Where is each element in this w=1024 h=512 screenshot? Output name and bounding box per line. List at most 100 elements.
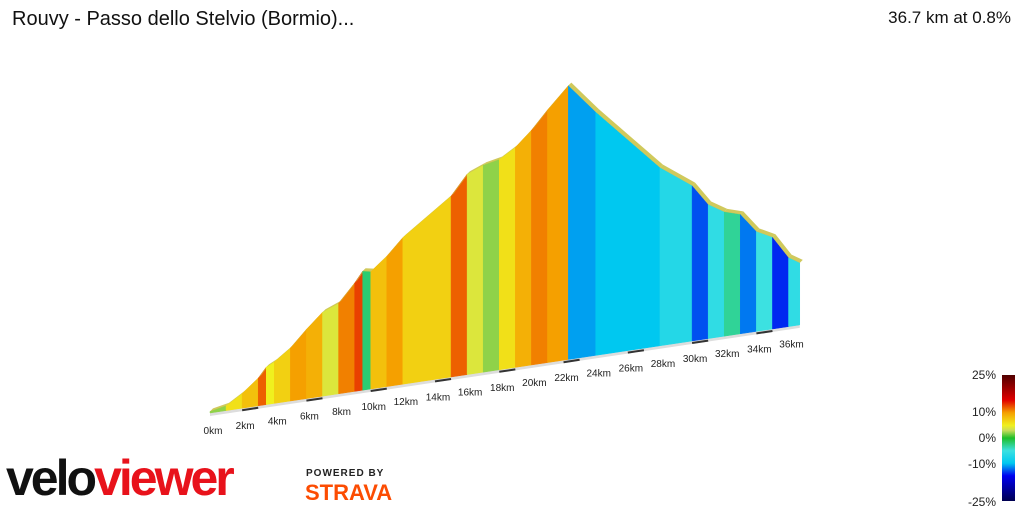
profile-segment bbox=[466, 164, 484, 375]
profile-segment bbox=[691, 184, 709, 342]
profile-top-edge bbox=[515, 127, 535, 148]
axis-dash bbox=[563, 358, 580, 364]
profile-segment bbox=[370, 255, 388, 390]
x-tick-label: 18km bbox=[490, 383, 514, 394]
x-tick-label: 4km bbox=[268, 416, 287, 427]
x-tick-label: 6km bbox=[300, 412, 319, 423]
profile-top-edge bbox=[531, 106, 551, 131]
powered-by-label: POWERED BY bbox=[306, 468, 385, 479]
logo-viewer: viewer bbox=[94, 450, 235, 506]
x-tick-label: 16km bbox=[458, 388, 482, 399]
profile-segment bbox=[659, 167, 693, 347]
profile-segment bbox=[386, 236, 404, 387]
axis-dash bbox=[306, 397, 323, 402]
x-tick-label: 24km bbox=[586, 368, 610, 379]
profile-segment bbox=[740, 213, 757, 335]
profile-top-edge bbox=[386, 234, 406, 257]
profile-segment bbox=[450, 173, 468, 378]
scale-label-min: -25% bbox=[967, 495, 996, 509]
profile-segment bbox=[707, 204, 725, 339]
profile-top-edge bbox=[306, 309, 326, 330]
axis-dash bbox=[499, 368, 516, 373]
profile-segment bbox=[225, 393, 243, 411]
profile-top-edge bbox=[226, 390, 246, 406]
gradient-color-scale bbox=[1002, 375, 1015, 501]
axis-dash bbox=[241, 406, 259, 412]
profile-segment bbox=[322, 302, 339, 397]
profile-segment bbox=[788, 257, 801, 327]
profile-top-edge bbox=[547, 82, 572, 110]
scale-label-10: 10% bbox=[971, 405, 996, 419]
profile-segment bbox=[547, 84, 569, 363]
strava-logo[interactable]: STRAVA bbox=[305, 480, 393, 505]
axis-dash bbox=[370, 387, 387, 392]
axis-dash bbox=[756, 330, 773, 335]
profile-top-edge bbox=[402, 193, 455, 238]
profile-top-edge bbox=[338, 280, 358, 304]
profile-segment bbox=[515, 129, 532, 368]
profile-segment bbox=[241, 377, 259, 409]
profile-segment bbox=[723, 211, 741, 337]
route-title: Rouvy - Passo dello Stelvio (Bormio)... bbox=[12, 8, 355, 30]
profile-top-edge bbox=[788, 254, 803, 263]
veloviewer-logo[interactable]: veloviewer bbox=[6, 448, 235, 508]
profile-top-edge bbox=[483, 156, 503, 166]
x-tick-label: 8km bbox=[332, 407, 351, 418]
x-tick-label: 30km bbox=[683, 354, 707, 365]
profile-top-edge bbox=[740, 211, 760, 232]
profile-top-edge bbox=[290, 326, 310, 349]
profile-segment bbox=[274, 347, 291, 404]
profile-top-edge bbox=[362, 268, 374, 272]
profile-top-edge bbox=[595, 109, 663, 168]
profile-segment bbox=[290, 328, 307, 402]
profile-segment bbox=[595, 111, 661, 356]
x-tick-label: 14km bbox=[426, 392, 450, 403]
profile-top-edge bbox=[708, 201, 728, 212]
profile-top-edge bbox=[659, 164, 696, 186]
profile-top-edge bbox=[370, 253, 390, 272]
x-tick-label: 2km bbox=[236, 421, 255, 432]
profile-top-edge bbox=[756, 228, 776, 238]
profile-top-edge bbox=[274, 345, 294, 362]
profile-top-edge bbox=[772, 234, 792, 258]
axis-dash bbox=[691, 339, 709, 344]
profile-top-edge bbox=[322, 300, 342, 313]
profile-segment bbox=[756, 231, 773, 332]
x-tick-label: 0km bbox=[204, 426, 223, 437]
profile-top-edge bbox=[242, 375, 262, 394]
profile-top-edge bbox=[499, 144, 519, 160]
axis-dash bbox=[627, 349, 645, 354]
profile-top-edge bbox=[467, 162, 487, 175]
profile-segment bbox=[482, 159, 500, 373]
x-tick-label: 22km bbox=[554, 373, 578, 384]
axis-dash bbox=[434, 378, 452, 383]
profile-segment bbox=[338, 282, 355, 395]
profile-top-edge bbox=[451, 171, 471, 197]
x-tick-label: 12km bbox=[394, 397, 418, 408]
profile-segment bbox=[499, 146, 516, 371]
scale-label-max: 25% bbox=[971, 368, 996, 382]
profile-segment bbox=[568, 85, 596, 360]
profile-top-edge bbox=[266, 358, 278, 368]
profile-top-edge bbox=[568, 82, 599, 113]
profile-segment bbox=[531, 109, 548, 366]
x-tick-label: 36km bbox=[779, 340, 803, 351]
route-summary: 36.7 km at 0.8% bbox=[888, 8, 1011, 27]
x-tick-label: 10km bbox=[361, 402, 385, 413]
profile-segment bbox=[354, 270, 363, 392]
x-tick-label: 20km bbox=[522, 378, 546, 389]
logo-velo: velo bbox=[6, 450, 97, 506]
profile-top-edge bbox=[724, 208, 744, 215]
profile-top-edge bbox=[210, 402, 230, 412]
profile-top-edge bbox=[692, 182, 712, 205]
scale-label-0: 0% bbox=[978, 431, 996, 445]
x-tick-label: 34km bbox=[747, 344, 771, 355]
x-tick-label: 28km bbox=[651, 359, 675, 370]
x-tick-label: 32km bbox=[715, 349, 739, 360]
profile-segment bbox=[265, 361, 275, 405]
profile-segment bbox=[362, 270, 371, 391]
x-tick-label: 26km bbox=[619, 364, 643, 375]
scale-label-neg10: -10% bbox=[967, 457, 996, 471]
profile-segment bbox=[306, 311, 323, 399]
